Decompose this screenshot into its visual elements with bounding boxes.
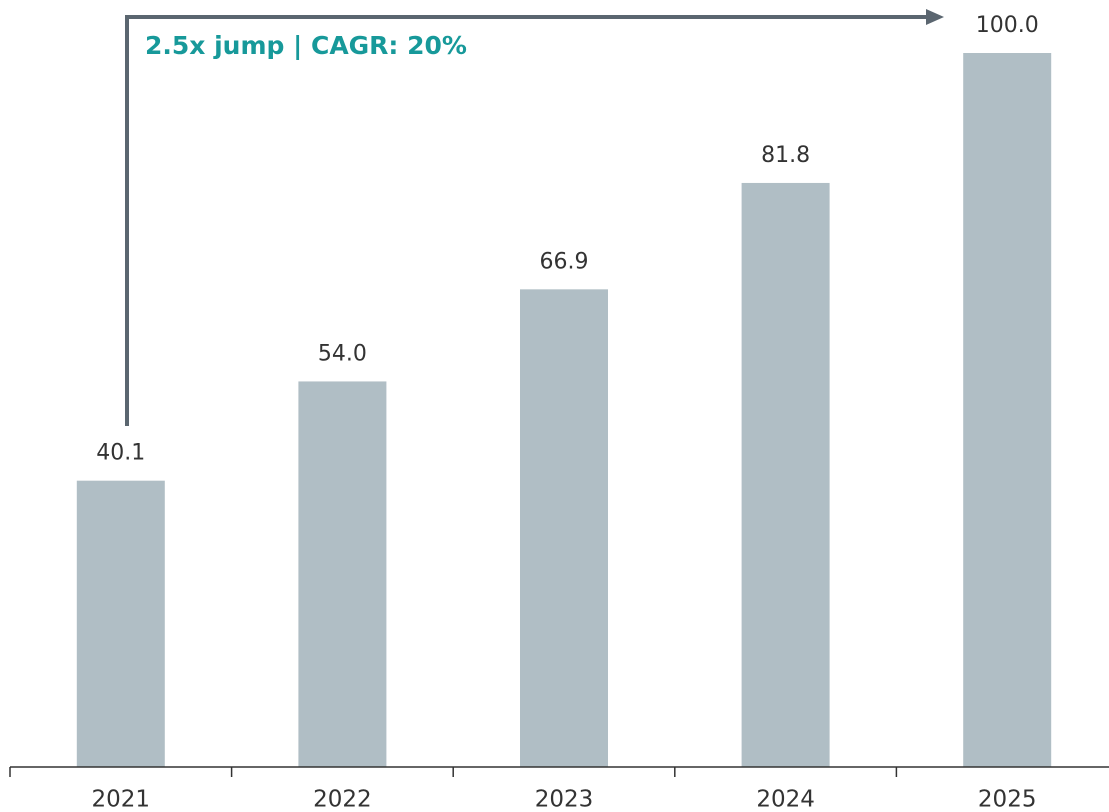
value-label: 40.1: [96, 441, 145, 466]
x-tick-label: 2024: [756, 787, 815, 812]
value-label: 54.0: [318, 341, 367, 366]
value-label: 100.0: [976, 13, 1039, 38]
bar: [298, 381, 387, 767]
x-tick-label: 2025: [978, 787, 1037, 812]
value-label: 66.9: [540, 249, 589, 274]
arrow-head: [926, 9, 944, 25]
bar: [76, 480, 165, 767]
annotation: 2.5x jump | CAGR: 20%: [145, 31, 467, 60]
bar: [520, 289, 608, 767]
value-label: 81.8: [761, 143, 810, 168]
x-tick-label: 2022: [313, 787, 372, 812]
x-tick-label: 2021: [92, 787, 151, 812]
bar: [963, 53, 1052, 767]
annotation-arrow: [125, 15, 928, 426]
bar: [741, 182, 830, 767]
x-tick-label: 2023: [535, 787, 594, 812]
